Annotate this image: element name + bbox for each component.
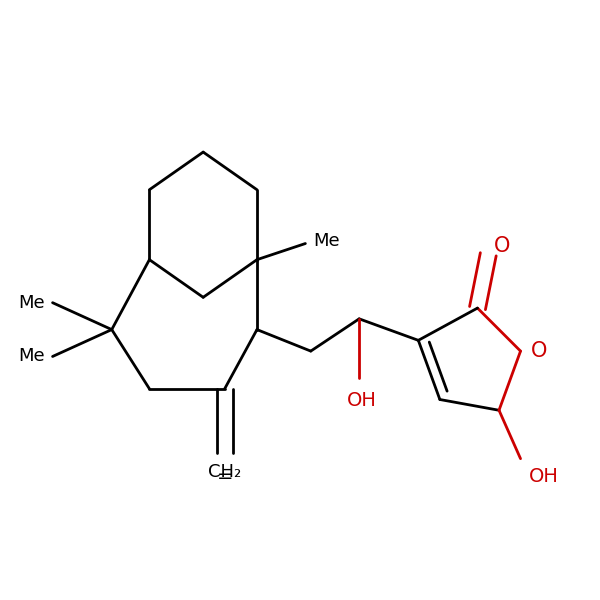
Text: OH: OH: [347, 391, 377, 410]
Text: CH₂: CH₂: [208, 463, 241, 481]
Text: O: O: [531, 341, 548, 361]
Text: =: =: [217, 467, 233, 486]
Text: OH: OH: [529, 467, 559, 486]
Text: O: O: [494, 236, 510, 256]
Text: Me: Me: [18, 347, 44, 365]
Text: Me: Me: [18, 293, 44, 311]
Text: Me: Me: [313, 232, 340, 250]
